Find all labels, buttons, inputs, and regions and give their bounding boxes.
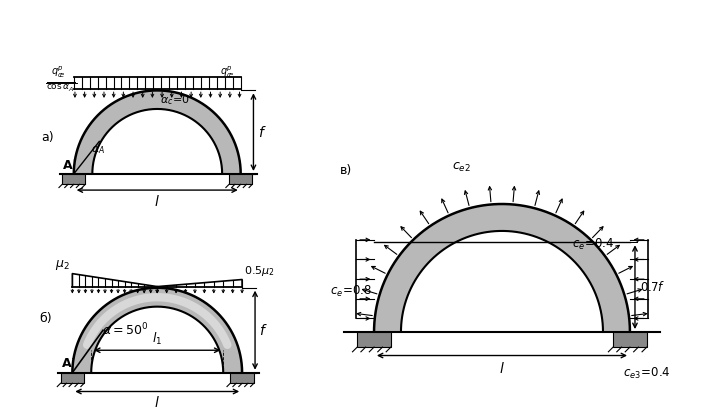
Text: $\mu_2$: $\mu_2$ — [56, 258, 70, 273]
Text: $c_e\!=\!0.8$: $c_e\!=\!0.8$ — [330, 284, 372, 299]
Polygon shape — [357, 332, 391, 347]
Text: $c_e\!=\!0.4$: $c_e\!=\!0.4$ — [572, 237, 615, 253]
Text: в): в) — [340, 164, 353, 177]
Text: б): б) — [39, 313, 52, 326]
Text: A: A — [63, 159, 73, 171]
Text: $c_{e3}\!=\!0.4$: $c_{e3}\!=\!0.4$ — [623, 366, 671, 381]
Text: $l$: $l$ — [499, 361, 505, 375]
Text: $l$: $l$ — [154, 395, 160, 408]
Polygon shape — [74, 91, 241, 174]
Text: $l$: $l$ — [154, 193, 160, 208]
Text: $\alpha_A$: $\alpha_A$ — [92, 145, 106, 157]
Text: $f$: $f$ — [259, 323, 268, 338]
Text: $0.7f$: $0.7f$ — [640, 280, 665, 294]
Text: $\alpha_c\!=\!0$: $\alpha_c\!=\!0$ — [160, 93, 190, 107]
Polygon shape — [613, 332, 647, 347]
Text: $f$: $f$ — [258, 124, 266, 140]
Text: $0.5\mu_2$: $0.5\mu_2$ — [244, 264, 275, 278]
Text: A: A — [62, 357, 71, 370]
Text: $\overline{\cos\alpha_A}$: $\overline{\cos\alpha_A}$ — [46, 81, 75, 94]
Polygon shape — [61, 373, 84, 383]
Text: $l_1$: $l_1$ — [152, 331, 163, 348]
Text: а): а) — [42, 131, 54, 144]
Text: $\alpha = 50^0$: $\alpha = 50^0$ — [102, 322, 149, 339]
Polygon shape — [229, 174, 252, 184]
Text: $q^p_{c\!e}$: $q^p_{c\!e}$ — [51, 65, 65, 80]
Polygon shape — [62, 174, 85, 184]
Polygon shape — [374, 204, 630, 332]
Text: $c_{e2}$: $c_{e2}$ — [452, 161, 471, 174]
Polygon shape — [230, 373, 254, 383]
Text: $q^p_{c\!e}$: $q^p_{c\!e}$ — [220, 65, 234, 80]
Polygon shape — [73, 288, 242, 373]
